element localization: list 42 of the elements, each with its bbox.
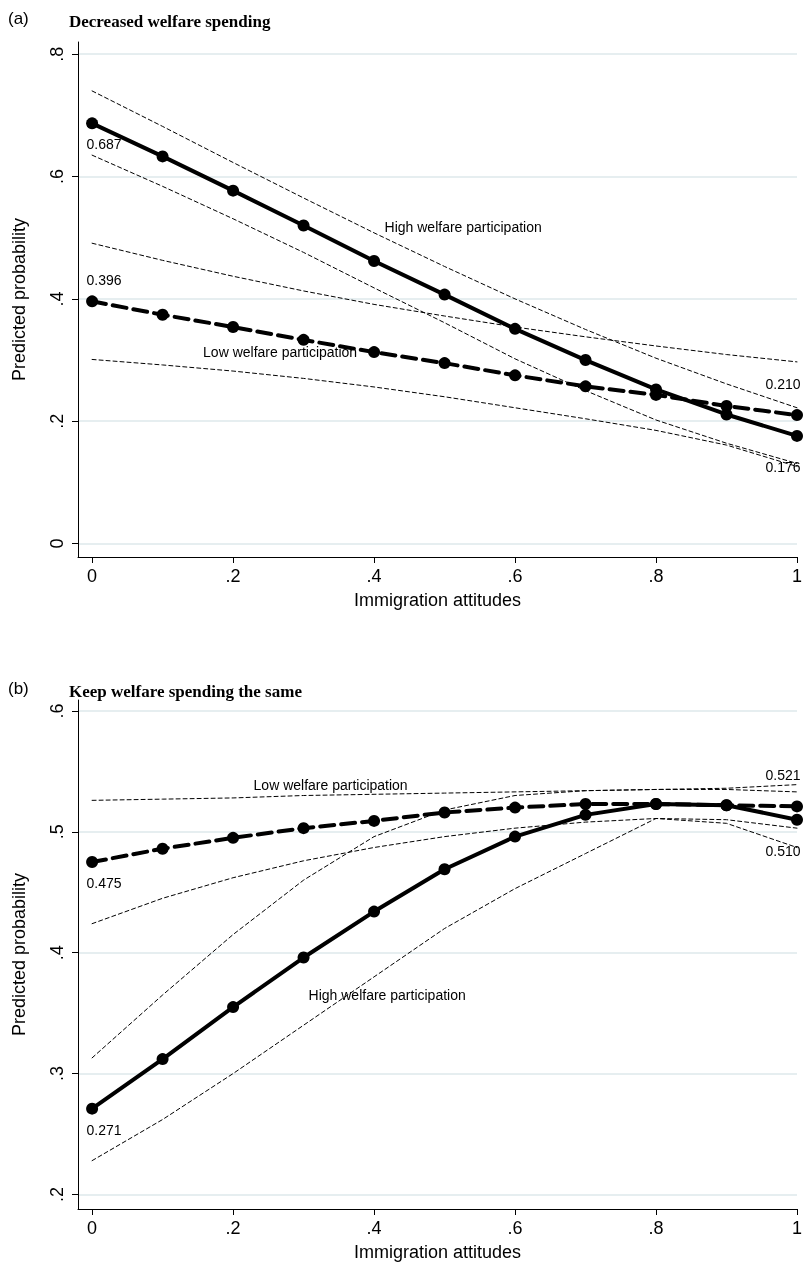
text: (a) — [8, 9, 29, 28]
y-tick-label: .4 — [47, 291, 67, 307]
series-label: High welfare participation — [384, 218, 542, 235]
x-tick-label: .6 — [507, 566, 523, 586]
x-tick-label: .6 — [507, 1218, 523, 1238]
data-label: 0.271 — [86, 1121, 122, 1138]
data-label: 0.176 — [765, 458, 801, 475]
chart-title: Keep welfare spending the same — [69, 682, 303, 701]
data-label: 0.687 — [86, 136, 122, 153]
x-tick-label: 0 — [87, 566, 98, 586]
x-axis-title: Immigration attitudes — [353, 1242, 522, 1262]
x-tick-label: .8 — [648, 1218, 664, 1238]
x-tick-label: .2 — [225, 566, 241, 586]
data-label: 0.475 — [86, 875, 122, 892]
series-label: Low welfare participation — [253, 777, 408, 794]
y-axis-title: Predicted probability — [9, 872, 29, 1037]
x-axis-title: Immigration attitudes — [353, 590, 522, 610]
y-tick-label: .2 — [47, 413, 67, 429]
data-label: 0.210 — [765, 376, 801, 393]
data-label: 0.510 — [765, 842, 801, 859]
x-tick-label: 1 — [791, 1218, 803, 1238]
y-tick-label: .6 — [47, 169, 67, 185]
x-tick-label: .4 — [366, 566, 382, 586]
x-tick-label: 1 — [791, 566, 803, 586]
x-tick-label: .8 — [648, 566, 664, 586]
y-tick-label: .8 — [47, 46, 67, 62]
y-tick-label: .2 — [47, 1186, 67, 1202]
y-tick-label: 0 — [47, 538, 67, 549]
x-tick-label: .2 — [225, 1218, 241, 1238]
y-tick-label: .5 — [47, 824, 67, 840]
text: (b) — [8, 679, 29, 698]
x-tick-label: 0 — [87, 1218, 98, 1238]
series-label: Low welfare participation — [203, 344, 358, 361]
series-label: High welfare participation — [308, 986, 466, 1003]
chart-title: Decreased welfare spending — [69, 12, 271, 31]
y-tick-label: .4 — [47, 945, 67, 961]
x-tick-label: .4 — [366, 1218, 382, 1238]
data-label: 0.521 — [765, 767, 801, 784]
y-tick-label: .3 — [47, 1066, 67, 1082]
y-tick-label: .6 — [47, 703, 67, 719]
y-axis-title: Predicted probability — [9, 217, 29, 382]
data-label: 0.396 — [86, 272, 122, 289]
